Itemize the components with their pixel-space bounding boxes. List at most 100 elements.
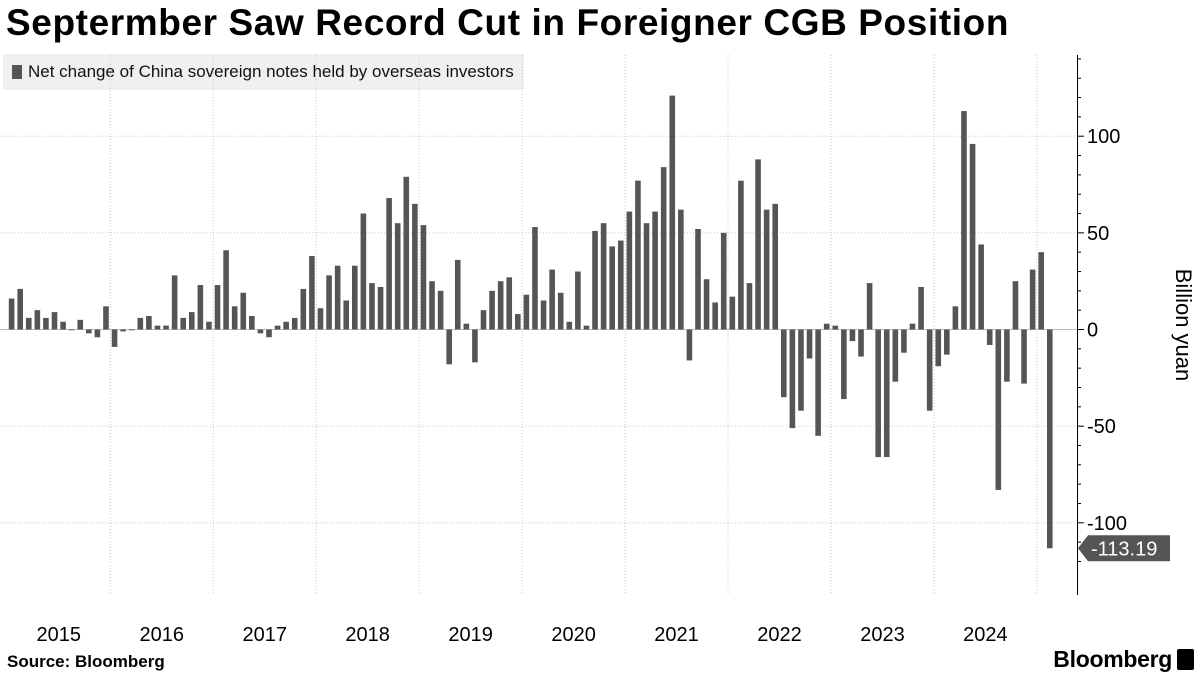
bars <box>8 95 1053 549</box>
bar-2014-02 <box>17 288 23 330</box>
bar-2014-05 <box>43 317 49 330</box>
bar-2020-04 <box>652 211 658 330</box>
bar-2021-11 <box>815 329 821 436</box>
bar-2023-06 <box>978 244 984 330</box>
bar-2022-02 <box>841 329 847 400</box>
bar-2021-07 <box>781 329 787 398</box>
callout-value: -113.19 <box>1091 538 1157 560</box>
x-tick-label: 2023 <box>860 624 905 646</box>
bar-2020-01 <box>626 211 633 330</box>
x-tick-label: 2020 <box>551 624 596 646</box>
bar-2014-04 <box>34 310 41 330</box>
bar-2020-05 <box>660 167 667 330</box>
bar-2016-07 <box>266 329 272 338</box>
bar-2015-12 <box>206 321 212 330</box>
bar-2022-12 <box>926 329 933 411</box>
bar-2023-09 <box>1004 329 1010 382</box>
bar-2021-12 <box>823 323 830 330</box>
bar-2024-01 <box>1038 252 1044 330</box>
y-axis-ticks: 100 50 0 -50 -100 <box>1077 58 1127 562</box>
bar-2018-09 <box>489 290 495 330</box>
bar-2021-01 <box>729 296 736 330</box>
bar-2018-01 <box>420 225 427 330</box>
bar-2021-05 <box>763 209 770 330</box>
bar-2015-09 <box>180 317 186 330</box>
bar-2021-04 <box>755 159 761 330</box>
bar-2018-02 <box>429 281 435 330</box>
bar-2016-03 <box>231 306 238 330</box>
chart-title: Septermber Saw Record Cut in Foreigner C… <box>6 2 1010 43</box>
brand-logo: Bloomberg <box>1053 646 1194 673</box>
bar-2015-02 <box>120 329 126 332</box>
bar-2020-10 <box>703 279 710 330</box>
bar-2022-03 <box>849 329 856 342</box>
bar-2016-08 <box>274 325 281 330</box>
bar-2023-03 <box>952 306 959 330</box>
bar-2019-03 <box>540 300 547 330</box>
legend: Net change of China sovereign notes held… <box>3 54 524 90</box>
bar-2019-10 <box>600 223 607 330</box>
bar-2018-08 <box>480 310 487 330</box>
bar-2023-11 <box>1021 329 1027 384</box>
y-tick-label: 0 <box>1087 320 1098 342</box>
bloomberg-terminal-icon <box>1177 649 1194 670</box>
bar-2016-11 <box>300 288 307 330</box>
bar-2018-12 <box>515 314 521 330</box>
bar-2014-12 <box>103 306 109 330</box>
x-axis-labels: 2015 2016 2017 2018 2019 2020 2021 2022 2023 2024 <box>37 624 1008 646</box>
bar-2016-09 <box>283 321 289 330</box>
y-tick-label: 50 <box>1087 223 1109 245</box>
bar-2015-10 <box>188 312 195 330</box>
bar-2023-02 <box>944 329 950 355</box>
y-axis-title: Billion yuan <box>1171 269 1196 382</box>
bar-2019-09 <box>592 230 598 330</box>
bar-2022-06 <box>875 329 881 458</box>
bar-2015-08 <box>171 275 178 330</box>
bar-2014-10 <box>86 329 92 334</box>
bar-2023-01 <box>935 329 942 367</box>
last-value-callout: -113.19 <box>1078 535 1170 562</box>
bar-2014-11 <box>94 329 101 338</box>
bar-2017-08 <box>377 286 384 330</box>
bar-2019-02 <box>532 227 538 330</box>
horizontal-gridlines <box>0 135 1077 524</box>
bar-2020-09 <box>695 228 701 330</box>
legend-label: Net change of China sovereign notes held… <box>28 62 514 81</box>
bar-2020-07 <box>678 209 684 330</box>
bar-2023-05 <box>969 143 976 330</box>
bar-2017-10 <box>394 223 401 330</box>
bar-2022-08 <box>892 329 899 382</box>
bar-2015-01 <box>111 329 118 347</box>
bar-2018-11 <box>506 277 513 330</box>
bar-2015-11 <box>197 285 204 330</box>
x-tick-label: 2019 <box>448 624 493 646</box>
bar-2017-06 <box>360 213 367 330</box>
y-tick-label: -50 <box>1087 416 1116 438</box>
bar-2020-02 <box>635 180 641 330</box>
brand-name: Bloomberg <box>1053 646 1172 672</box>
bar-2017-09 <box>386 198 392 330</box>
bar-2024-02 <box>1046 329 1053 549</box>
bar-2014-07 <box>60 321 66 330</box>
bar-2021-08 <box>789 329 796 429</box>
bar-2017-05 <box>352 265 358 330</box>
bar-2017-04 <box>343 300 350 330</box>
bar-2018-07 <box>472 329 478 363</box>
bar-2016-04 <box>240 292 247 330</box>
bar-2022-05 <box>866 283 873 330</box>
bar-2015-03 <box>128 329 135 331</box>
bar-2016-01 <box>214 285 221 330</box>
x-tick-label: 2016 <box>140 624 185 646</box>
x-tick-label: 2021 <box>654 624 699 646</box>
bar-2019-01 <box>523 294 530 330</box>
bar-2019-06 <box>566 321 573 330</box>
bar-2018-04 <box>446 329 452 365</box>
bar-2015-04 <box>137 317 144 330</box>
bar-2022-10 <box>909 323 916 330</box>
bar-2022-07 <box>883 329 890 458</box>
bar-2020-06 <box>669 95 676 330</box>
vertical-gridlines <box>109 55 1038 595</box>
bar-2019-12 <box>617 240 624 330</box>
x-tick-label: 2015 <box>37 624 82 646</box>
bar-2019-05 <box>557 292 564 330</box>
